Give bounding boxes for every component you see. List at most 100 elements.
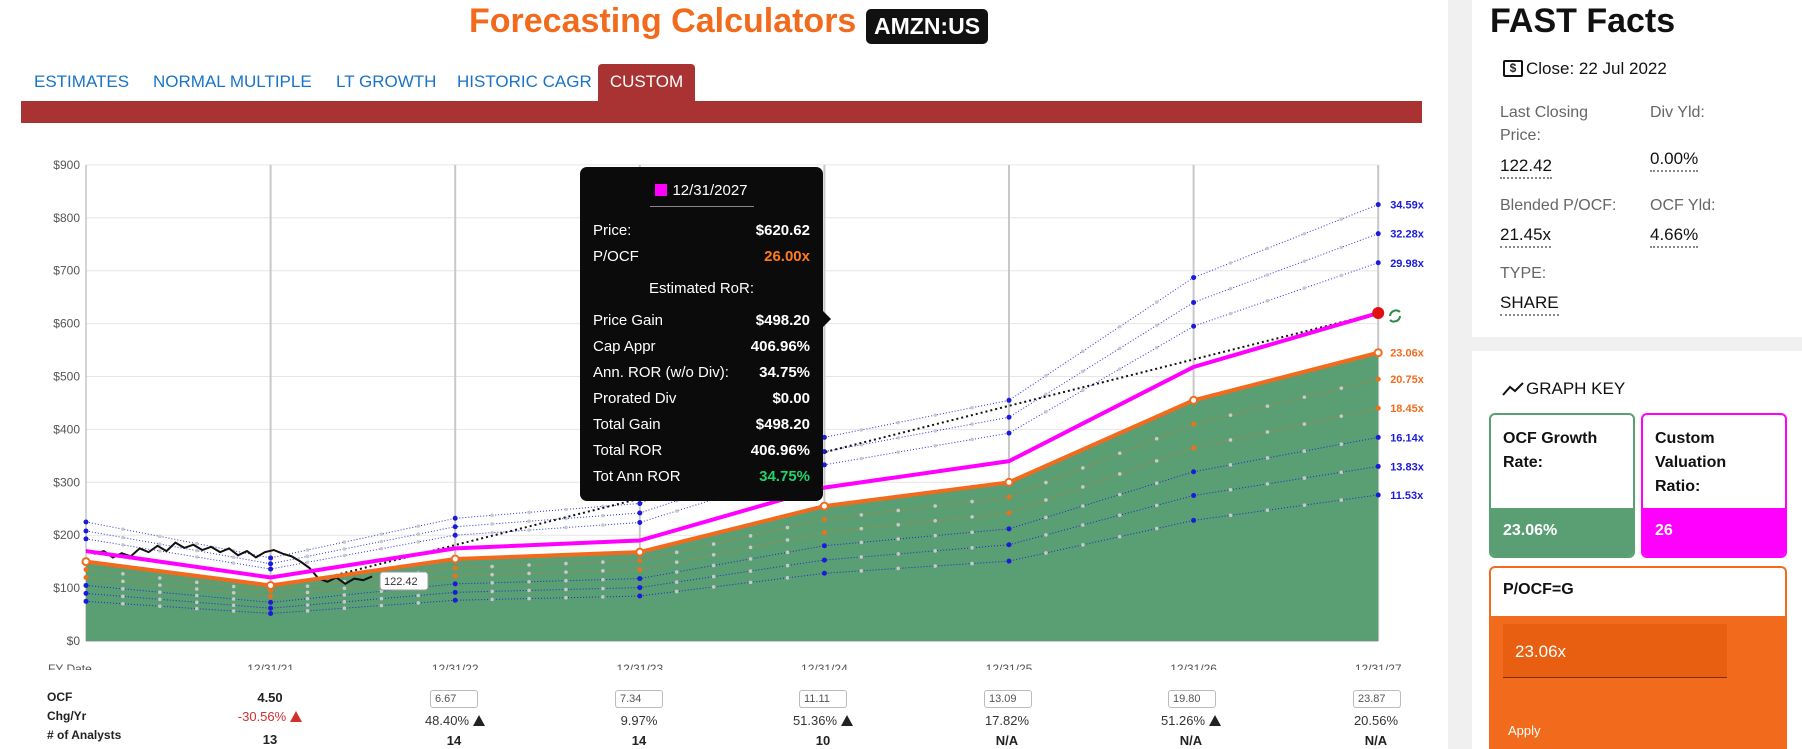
multiple-marker	[637, 593, 643, 599]
multiple-marker	[1081, 388, 1085, 393]
tooltip-row-label: Tot Ann ROR	[593, 468, 681, 485]
multiple-marker	[821, 530, 827, 536]
multiple-marker	[379, 596, 384, 601]
multiple-marker	[637, 520, 643, 526]
multiple-marker	[970, 499, 974, 504]
tooltip-price-label: Price:	[593, 222, 632, 239]
multiple-marker	[1265, 482, 1270, 486]
tooltip-price: $620.62	[755, 222, 810, 239]
multiple-marker	[490, 589, 494, 594]
multiple-marker	[1006, 397, 1012, 403]
multiple-marker	[121, 535, 125, 540]
multiple-marker	[674, 560, 679, 564]
multiple-marker	[1339, 245, 1344, 250]
multiple-marker	[1339, 273, 1344, 278]
multiple-marker	[452, 597, 458, 603]
apply-button[interactable]: Apply	[1508, 723, 1541, 738]
multiple-marker	[637, 585, 643, 591]
ocf-yld-value[interactable]: 4.66%	[1650, 224, 1699, 248]
ocf-growth-point	[1004, 477, 1014, 487]
multiple-marker	[1117, 346, 1122, 351]
multiple-marker	[821, 434, 827, 440]
multiple-marker	[490, 564, 494, 569]
x-tick-label: 12/31/22	[432, 662, 479, 670]
ocf-growth-point	[450, 554, 460, 564]
multiple-label: 20.75x	[1390, 374, 1425, 386]
multiple-marker	[933, 443, 937, 448]
multiple-marker	[933, 519, 937, 523]
multiple-marker	[121, 601, 125, 606]
multiple-marker	[1154, 526, 1159, 531]
multiple-marker	[564, 525, 568, 530]
multiple-marker	[305, 603, 310, 607]
x-tick-label: 12/31/25	[986, 662, 1033, 670]
price-history-line	[85, 541, 373, 586]
magenta-swatch	[655, 184, 668, 196]
multiple-marker	[1006, 430, 1012, 436]
pocf-input[interactable]: 23.06x	[1503, 624, 1727, 678]
multiple-marker	[416, 532, 421, 536]
ocf-input-2023[interactable]: 7.34	[615, 690, 663, 708]
analysts-2025: N/A	[995, 733, 1019, 748]
tab-historic-cagr[interactable]: HISTORIC CAGR	[457, 72, 592, 91]
multiple-marker	[490, 597, 494, 602]
multiple-marker	[564, 587, 568, 592]
multiple-marker	[601, 595, 605, 599]
custom-valuation-box: Custom Valuation Ratio: 26	[1641, 413, 1787, 558]
multiple-marker	[601, 560, 605, 564]
multiple-marker	[821, 557, 827, 563]
div-yld-value[interactable]: 0.00%	[1650, 148, 1699, 172]
type-value[interactable]: SHARE	[1500, 292, 1559, 316]
multiple-marker	[821, 543, 827, 549]
multiple-marker	[564, 570, 568, 574]
multiple-marker	[1375, 260, 1381, 266]
multiple-marker	[1339, 470, 1344, 475]
multiple-marker	[158, 549, 162, 553]
ocf-yld-label: OCF Yld:	[1650, 197, 1716, 214]
multiple-marker	[342, 600, 347, 604]
multiple-marker	[970, 545, 974, 550]
multiple-marker	[527, 579, 531, 584]
multiple-marker	[896, 420, 901, 425]
multiple-marker	[1228, 513, 1233, 518]
ocf-input-2027[interactable]: 23.87	[1353, 690, 1401, 708]
tooltip-date: 12/31/2027	[672, 182, 748, 199]
analysts-2021: 13	[262, 732, 278, 747]
ocf-growth-point	[266, 580, 276, 590]
multiple-marker	[231, 597, 236, 601]
tab-normal-multiple[interactable]: NORMAL MULTIPLE	[153, 72, 312, 91]
ocf-input-2024[interactable]: 11.11	[799, 690, 847, 708]
ocf-input-2022[interactable]: 6.67	[430, 690, 478, 708]
multiple-marker	[490, 530, 494, 535]
multiple-marker	[1375, 231, 1381, 237]
multiple-marker	[1191, 421, 1197, 427]
trend-line-icon	[1502, 382, 1524, 396]
multiple-marker	[342, 547, 347, 551]
ocf-row-label: OCF	[47, 690, 73, 704]
multiple-marker	[674, 550, 679, 555]
multiple-marker	[1154, 503, 1159, 508]
last-closing-value[interactable]: 122.42	[1500, 155, 1552, 179]
ocf-input-2026[interactable]: 19.80	[1168, 690, 1216, 708]
y-tick-label: $100	[53, 581, 80, 595]
price-tag-text: 122.42	[384, 576, 418, 588]
ocf-input-2025[interactable]: 13.09	[984, 690, 1032, 708]
multiple-marker	[785, 576, 790, 580]
multiple-marker	[859, 513, 864, 517]
tab-estimates[interactable]: ESTIMATES	[34, 72, 130, 91]
chg-value-2022: 48.40%	[405, 713, 505, 728]
fast-facts-card	[1472, 0, 1802, 337]
blended-value[interactable]: 21.45x	[1500, 224, 1552, 248]
multiple-marker	[158, 590, 162, 595]
selected-point	[1372, 307, 1385, 320]
tab-custom[interactable]: CUSTOM	[598, 64, 695, 102]
y-tick-label: $0	[67, 634, 81, 648]
multiple-line	[85, 407, 1379, 598]
multiple-marker	[1339, 386, 1344, 390]
multiple-marker	[416, 601, 421, 605]
tab-lt-growth[interactable]: LT GROWTH	[336, 72, 437, 91]
multiple-marker	[1265, 299, 1270, 303]
multiple-marker	[83, 598, 89, 604]
multiple-marker	[785, 538, 790, 542]
